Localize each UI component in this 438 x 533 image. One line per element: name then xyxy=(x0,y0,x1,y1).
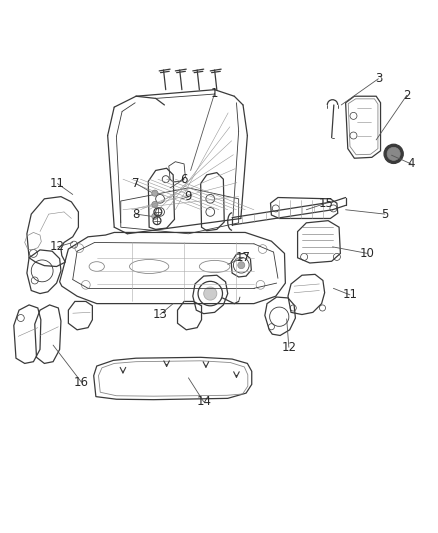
Text: 6: 6 xyxy=(180,173,188,185)
Circle shape xyxy=(238,262,245,269)
Circle shape xyxy=(152,201,158,207)
Text: 5: 5 xyxy=(381,208,389,221)
Text: 7: 7 xyxy=(132,177,140,190)
Text: 13: 13 xyxy=(152,308,167,321)
Text: 12: 12 xyxy=(281,341,297,354)
Circle shape xyxy=(387,147,400,160)
Text: 14: 14 xyxy=(196,395,211,408)
Text: 9: 9 xyxy=(185,190,192,203)
Circle shape xyxy=(204,287,217,300)
Text: 11: 11 xyxy=(343,288,357,301)
Text: 11: 11 xyxy=(50,177,65,190)
Circle shape xyxy=(152,190,158,196)
Circle shape xyxy=(384,144,403,164)
Text: 1: 1 xyxy=(211,87,219,100)
Text: 16: 16 xyxy=(74,376,89,389)
Text: 8: 8 xyxy=(132,208,140,221)
Text: 3: 3 xyxy=(374,72,382,85)
Circle shape xyxy=(152,213,158,220)
Text: 4: 4 xyxy=(407,157,415,171)
Text: 17: 17 xyxy=(236,251,251,264)
Text: 2: 2 xyxy=(403,89,410,102)
Text: 12: 12 xyxy=(50,240,65,253)
Text: 15: 15 xyxy=(318,197,333,209)
Text: 10: 10 xyxy=(360,247,375,260)
